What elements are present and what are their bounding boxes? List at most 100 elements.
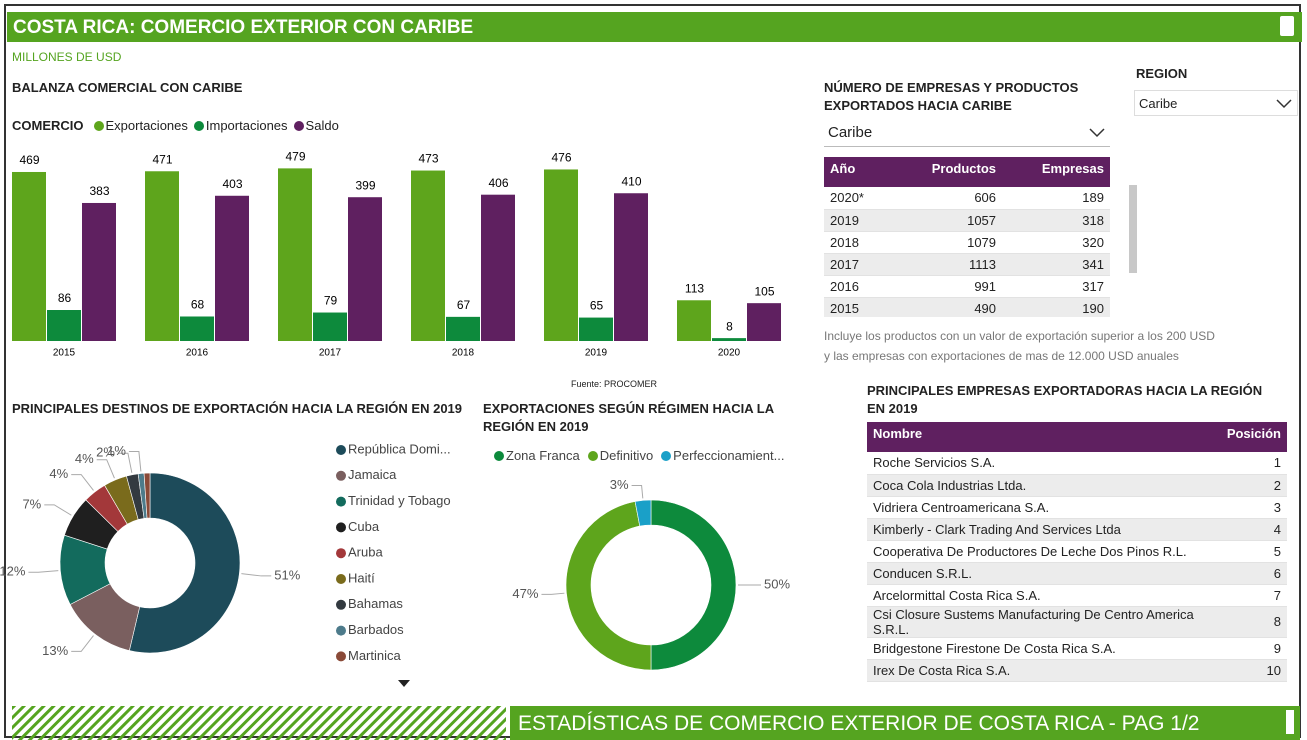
cell: 1113: [969, 256, 997, 272]
leader-line: [71, 635, 94, 652]
cell: Bridgestone Firestone De Costa Rica S.A.: [873, 640, 1116, 656]
bar: [313, 312, 347, 341]
legend-label: Zona Franca: [506, 448, 580, 463]
legend-item: Definitivo: [587, 448, 654, 463]
cell: 606: [974, 190, 997, 206]
data-label: 399: [355, 178, 375, 192]
table-row: 2018 1079 320: [824, 231, 1110, 253]
legend-more-arrow[interactable]: [398, 680, 410, 687]
region-dropdown[interactable]: Caribe: [1134, 90, 1298, 116]
leader-line: [71, 474, 94, 491]
cell: 317: [1082, 278, 1104, 294]
cell: 490: [974, 300, 997, 316]
legend-label: Exportaciones: [105, 118, 188, 133]
table-row: Irex De Costa Rica S.A. 10: [867, 659, 1287, 681]
dropdown[interactable]: Caribe: [824, 118, 1110, 147]
legend-label: Aruba: [348, 545, 383, 560]
table-row: 2020* 606 189: [824, 187, 1110, 209]
bar: [712, 338, 746, 341]
scroll-thumb[interactable]: [1286, 710, 1294, 734]
leader-line: [541, 592, 565, 595]
scroll-button[interactable]: [1280, 16, 1294, 36]
cell: Conducen S.R.L.: [873, 565, 973, 581]
slice: [634, 499, 652, 527]
data-label: 67: [457, 298, 471, 312]
table-title: PRINCIPALES EMPRESAS EXPORTADORAS HACIA …: [867, 383, 1263, 416]
cell: 341: [1082, 256, 1104, 272]
footer-text: ESTADÍSTICAS DE COMERCIO EXTERIOR DE COS…: [518, 712, 1200, 735]
note: Incluye los productos con un valor de ex…: [824, 326, 1215, 366]
header-bar: COSTA RICA: COMERCIO EXTERIOR CON CARIBE: [7, 12, 1302, 42]
table-row: Cooperativa De Productores De Leche Dos …: [867, 540, 1287, 562]
bar: [446, 316, 480, 341]
cell: Kimberly - Clark Trading And Services Lt…: [873, 521, 1121, 537]
legend-swatch: [661, 450, 672, 461]
dropdown-value: Caribe: [1139, 95, 1178, 111]
chevron: [1089, 128, 1105, 138]
cell: 190: [1082, 300, 1104, 316]
legend-label: Definitivo: [599, 448, 654, 463]
cell: 2015: [830, 300, 859, 316]
data-label: 410: [621, 174, 641, 188]
legend-swatch: [336, 470, 346, 481]
table: Nombre Posición Roche Servicios S.A. 1 Coca …: [867, 422, 1287, 682]
legend-label: República Domi...: [348, 441, 451, 456]
cell: Csi Closure Sustems Manufacturing De Cen…: [873, 606, 1194, 637]
data-label: 473: [418, 152, 438, 166]
data-label: 79: [324, 294, 338, 308]
scrollbar[interactable]: [1292, 430, 1302, 675]
donut1-title: PRINCIPALES DESTINOS DE EXPORTACIÓN HACI…: [12, 401, 463, 416]
data-label: 13%: [42, 643, 68, 658]
cell: 2: [1273, 477, 1281, 493]
bar: [747, 303, 781, 341]
legend: COMERCIO Exportaciones Importaciones Saldo: [12, 118, 341, 133]
note-line: y las empresas con exportaciones de mas …: [824, 349, 1179, 363]
column-header: Nombre: [873, 426, 923, 441]
table-row: Vidriera Centroamericana S.A. 3: [867, 496, 1287, 518]
cell: 2017: [830, 256, 859, 272]
data-label: 12%: [0, 564, 26, 579]
legend-swatch: [193, 120, 204, 131]
bar-title: BALANZA COMERCIAL CON CARIBE: [12, 80, 243, 95]
column-header: Productos: [931, 161, 997, 176]
x-tick-label: 2019: [585, 348, 608, 359]
legend-title: COMERCIO: [12, 118, 84, 133]
data-label: 476: [551, 151, 571, 165]
leader-line: [96, 459, 115, 479]
slice: [565, 501, 652, 671]
cell: Cooperativa De Productores De Leche Dos …: [873, 543, 1187, 559]
legend-label: Cuba: [348, 519, 380, 534]
bar: [348, 197, 382, 341]
legend-swatch: [93, 120, 104, 131]
slice: [143, 472, 151, 519]
cell: Vidriera Centroamericana S.A.: [873, 499, 1050, 515]
data-label: 403: [222, 177, 242, 191]
legend-swatch: [336, 496, 346, 507]
data-label: 65: [590, 299, 604, 313]
cell: 7: [1273, 587, 1281, 603]
data-label: 479: [285, 150, 305, 164]
scrollbar[interactable]: [1128, 160, 1138, 300]
table-container: Año Productos Empresas 2020* 606 189 2019 1057 3…: [824, 157, 1110, 317]
x-tick-label: 2016: [186, 348, 209, 359]
bar: [12, 171, 46, 341]
cell: 189: [1082, 190, 1104, 206]
legend-swatch: [587, 450, 598, 461]
page-title: COSTA RICA: COMERCIO EXTERIOR CON CARIBE: [13, 17, 474, 38]
column-header: Posición: [1226, 426, 1281, 441]
leader-line: [44, 504, 72, 516]
header-row: Año Productos Empresas: [824, 157, 1110, 187]
bar-chart: 2015 469 86 383 2016 471 68 403 2017 479 79 399 2018…: [12, 150, 781, 359]
bar: [145, 171, 179, 341]
slice: [128, 472, 241, 654]
cell: Arcelormittal Costa Rica S.A.: [873, 587, 1041, 603]
cell: 2019: [830, 212, 859, 228]
table-row: 2015 490 190: [824, 297, 1110, 317]
x-tick-label: 2018: [452, 348, 475, 359]
legend-swatch: [494, 450, 504, 461]
data-label: 7%: [22, 496, 41, 511]
data-label: 2%: [96, 445, 115, 460]
cell: 8: [1273, 614, 1281, 629]
column-header: Empresas: [1041, 161, 1104, 176]
